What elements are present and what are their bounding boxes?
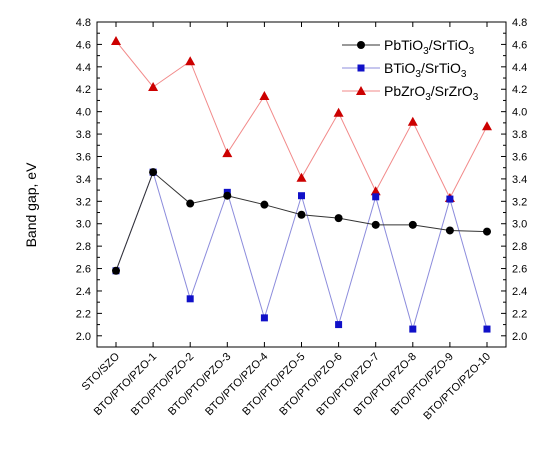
y-tick-label-right: 2.6 [512, 264, 527, 276]
x-category-label: BTO/PTO/PZO-8 [352, 351, 419, 418]
y-tick-label-right: 4.6 [512, 39, 527, 51]
y-tick-label-right: 3.0 [512, 219, 527, 231]
y-tick-label-right: 3.2 [512, 196, 527, 208]
y-tick-label-left: 4.6 [76, 39, 91, 51]
legend-entry: BTiO3/SrTiO3 [384, 60, 467, 80]
x-category-label: BTO/PTO/PZO-7 [314, 351, 381, 418]
y-tick-label-right: 2.2 [512, 308, 527, 320]
y-tick-label-right: 3.6 [512, 151, 527, 163]
y-axis-title: Band gap, eV [23, 162, 39, 248]
x-category-label: BTO/PTO/PZO-10 [421, 351, 493, 423]
legend-text-part: 3 [461, 69, 467, 80]
x-category-label: BTO/PTO/PZO-6 [277, 351, 344, 418]
y-tick-label-left: 3.6 [76, 151, 91, 163]
x-category-label: BTO/PTO/PZO-5 [240, 351, 307, 418]
data-point-2 [370, 186, 381, 196]
data-point-0 [371, 220, 380, 229]
legend-entry: PbTiO3/SrTiO3 [384, 37, 475, 57]
y-tick-label-right: 4.0 [512, 107, 527, 119]
y-tick-label-right: 2.0 [512, 331, 527, 343]
legend-text-part: /SrZrO [431, 83, 473, 99]
data-point-0 [334, 214, 343, 223]
data-point-1 [298, 192, 305, 200]
y-tick-label-left: 2.4 [76, 286, 91, 298]
data-point-0 [260, 200, 269, 209]
legend-marker [357, 41, 365, 49]
data-point-0 [408, 220, 417, 229]
y-tick-label-left: 4.4 [76, 62, 91, 74]
y-tick-label-left: 2.0 [76, 331, 91, 343]
y-tick-label-left: 4.2 [76, 84, 91, 96]
data-point-1 [372, 193, 380, 201]
data-point-2 [407, 116, 418, 126]
y-tick-label-right: 4.8 [512, 17, 527, 29]
legend-text-part: 3 [415, 69, 421, 80]
data-point-0 [223, 191, 232, 200]
data-point-1 [409, 325, 417, 333]
data-point-0 [445, 226, 454, 235]
data-point-2 [111, 36, 121, 46]
data-point-0 [483, 227, 491, 236]
data-point-2 [296, 172, 307, 182]
y-tick-label-left: 2.2 [76, 308, 91, 320]
y-tick-label-left: 2.8 [76, 241, 91, 253]
y-tick-label-right: 3.8 [512, 129, 527, 141]
y-tick-label-left: 4.0 [76, 107, 91, 119]
x-category-label: BTO/PTO/PZO-1 [92, 351, 159, 418]
data-point-1 [335, 321, 343, 329]
y-tick-label-left: 3.8 [76, 129, 91, 141]
data-point-2 [148, 82, 159, 91]
x-category-label: BTO/PTO/PZO-4 [203, 351, 270, 418]
legend-text-part: 3 [469, 46, 475, 57]
y-tick-label-right: 3.4 [512, 174, 527, 186]
data-point-2 [222, 148, 233, 158]
legend-text-part: /SrTiO [421, 60, 461, 76]
y-tick-label-right: 2.8 [512, 241, 527, 253]
y-tick-label-right: 4.2 [512, 84, 527, 96]
data-point-1 [260, 314, 268, 322]
series-line-0 [115, 171, 488, 271]
y-tick-label-right: 4.4 [512, 62, 527, 74]
legend-text-part: 3 [425, 92, 431, 103]
y-tick-label-right: 2.4 [512, 286, 527, 298]
data-point-1 [483, 325, 491, 333]
data-point-2 [482, 121, 492, 131]
data-point-2 [333, 107, 344, 117]
data-point-1 [446, 195, 454, 203]
data-point-2 [259, 90, 270, 100]
x-category-label: BTO/PTO/PZO-2 [129, 351, 196, 418]
y-tick-label-left: 3.0 [76, 219, 91, 231]
x-category-label: BTO/PTO/PZO-9 [389, 351, 456, 418]
data-point-2 [185, 56, 196, 66]
axes: 2.0 2.0 2.2 2.2 2.4 2.4 2.6 2.6 2.8 2.8 3.0 3.0 3.2 3… [76, 17, 528, 422]
legend-text-part: 3 [423, 46, 429, 57]
x-category-label: BTO/PTO/PZO-3 [166, 351, 233, 418]
legend-text-part: PbTiO [384, 37, 423, 53]
y-tick-label-left: 2.6 [76, 264, 91, 276]
data-point-1 [186, 295, 194, 303]
y-tick-label-left: 3.2 [76, 196, 91, 208]
data-point-0 [149, 168, 158, 177]
legend-text-part: 3 [473, 92, 479, 103]
legend-text-part: PbZrO [384, 83, 425, 99]
data-point-0 [112, 266, 120, 275]
legend-text-part: /SrTiO [429, 37, 469, 53]
legend-text-part: BTiO [384, 60, 415, 76]
legend-entry: PbZrO3/SrZrO3 [384, 83, 479, 103]
y-tick-label-left: 4.8 [76, 17, 91, 29]
legend-marker [356, 86, 366, 95]
y-tick-label-left: 3.4 [76, 174, 91, 186]
legend-marker [357, 64, 365, 72]
data-point-0 [186, 199, 195, 208]
series-markers [111, 36, 492, 333]
data-point-0 [297, 210, 306, 219]
